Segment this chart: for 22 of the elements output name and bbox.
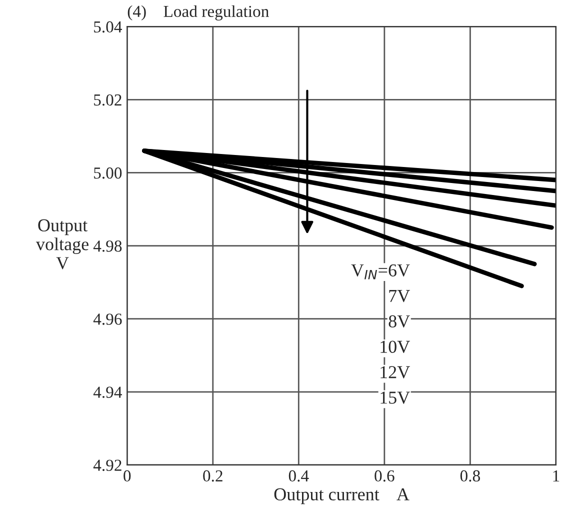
x-axis-title: Output current A — [274, 488, 410, 504]
x-tick-label: 0 — [124, 470, 131, 482]
y-tick-label: 4.96 — [93, 314, 122, 325]
chart-title: (4) Load regulation — [128, 5, 269, 20]
x-tick-label: 0.8 — [460, 470, 480, 482]
x-tick-label: 0.6 — [374, 470, 394, 482]
x-tick-label: 1 — [553, 470, 560, 482]
x-tick-label: 0.2 — [203, 470, 222, 482]
y-axis-title: Output voltage V — [36, 219, 88, 270]
y-tick-label: 4.94 — [93, 386, 122, 398]
annotation: 8V — [388, 315, 410, 328]
y-tick-label: 5.04 — [94, 21, 122, 33]
y-tick-label: 5.00 — [94, 167, 122, 179]
annotation: 10V — [380, 340, 410, 353]
annotation: 7V — [389, 290, 410, 302]
y-tick-label: 4.98 — [93, 240, 122, 252]
y-tick-label: 4.92 — [93, 460, 122, 471]
annotation: 12V — [380, 366, 410, 378]
annotation: V$_{IN}$=6V — [351, 264, 410, 280]
annotation: 15V — [380, 392, 410, 404]
x-tick-label: 0.4 — [288, 470, 309, 482]
y-tick-label: 5.02 — [94, 94, 122, 106]
